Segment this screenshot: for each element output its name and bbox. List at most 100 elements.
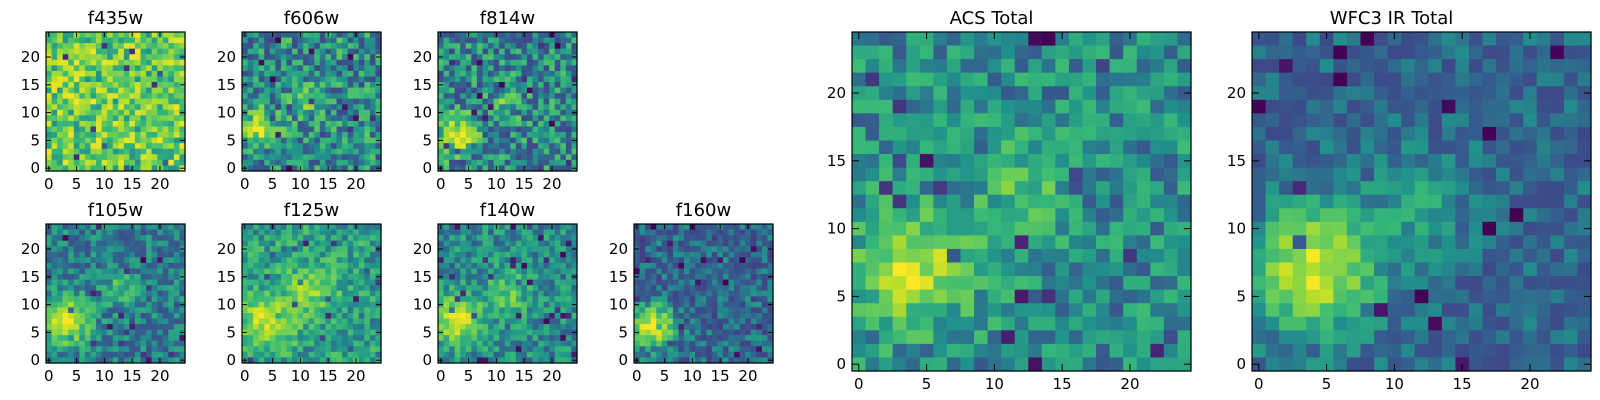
heatmap-cell [493, 109, 500, 116]
heatmap-cell [549, 324, 556, 331]
heatmap-cell [471, 257, 478, 264]
heatmap-cell [353, 229, 360, 236]
heatmap-cell [347, 307, 354, 314]
heatmap-cell [118, 137, 125, 144]
heatmap-cell [471, 115, 478, 122]
heatmap-cell [549, 93, 556, 100]
heatmap-cell [515, 257, 522, 264]
heatmap-cell [342, 307, 349, 314]
heatmap-cell [493, 240, 500, 247]
heatmap-cell [960, 32, 975, 47]
heatmap-cell [107, 240, 114, 247]
heatmap-cell [465, 148, 472, 155]
heatmap-cell [700, 268, 707, 275]
heatmap-cell [700, 335, 707, 342]
heatmap-cell [375, 154, 382, 161]
heatmap-cell [247, 274, 254, 281]
heatmap-cell [308, 159, 315, 167]
heatmap-cell [565, 143, 573, 150]
heatmap-cell [364, 159, 371, 167]
heatmap-cell [342, 274, 349, 281]
heatmap-cell [488, 76, 495, 83]
heatmap-cell [162, 154, 169, 161]
heatmap-cell [565, 335, 573, 342]
heatmap-cell [68, 290, 75, 297]
heatmap-cell [247, 224, 254, 231]
heatmap-cell [549, 98, 556, 105]
heatmap-cell [554, 87, 561, 94]
heatmap-cell [482, 76, 489, 83]
heatmap-cell [521, 240, 528, 247]
heatmap-cell [521, 104, 528, 111]
heatmap-cell [286, 335, 293, 342]
heatmap-cell [336, 346, 343, 353]
heatmap-cell [560, 37, 567, 44]
heatmap-cell [107, 257, 114, 264]
heatmap-cell [554, 279, 561, 286]
heatmap-cell [173, 224, 181, 231]
heatmap-cell [96, 137, 103, 144]
heatmap-cell [79, 257, 86, 264]
heatmap-cell [521, 307, 528, 314]
heatmap-cell [1177, 194, 1192, 209]
heatmap-cell [488, 246, 495, 253]
heatmap-cell [375, 120, 382, 128]
heatmap-cell [51, 115, 58, 122]
heatmap-cell [960, 99, 975, 114]
heatmap-cell [325, 98, 332, 105]
heatmap-cell [84, 251, 92, 258]
heatmap-cell [96, 37, 103, 44]
heatmap-cell [101, 148, 108, 155]
heatmap-cell [571, 224, 578, 231]
heatmap-cell [756, 312, 763, 320]
heatmap-cell [639, 257, 646, 264]
heatmap-cell [443, 115, 450, 122]
heatmap-cell [330, 357, 338, 364]
heatmap-cell [242, 312, 249, 320]
heatmap-cell [90, 76, 97, 83]
heatmap-cell [253, 268, 260, 275]
heatmap-cell [297, 143, 304, 150]
heatmap-cell [179, 65, 186, 72]
heatmap-cell [375, 104, 382, 111]
heatmap-cell [449, 251, 456, 258]
heatmap-cell [51, 32, 58, 39]
heatmap-cell [364, 48, 371, 55]
heatmap-cell [526, 70, 534, 78]
heatmap-cell [745, 268, 752, 275]
heatmap-cell [146, 43, 153, 50]
heatmap-cell [134, 246, 142, 253]
heatmap-cell [57, 120, 64, 128]
heatmap-cell [515, 268, 522, 275]
heatmap-cell [438, 240, 445, 247]
heatmap-cell [364, 224, 371, 231]
heatmap-cell [515, 318, 522, 325]
heatmap-cell [549, 126, 556, 133]
heatmap-cell [319, 246, 326, 253]
heatmap-cell [1096, 221, 1111, 236]
heatmap-cell [745, 274, 752, 281]
heatmap-cell [90, 296, 97, 303]
heatmap-cell [51, 290, 58, 297]
heatmap-cell [264, 279, 271, 286]
heatmap-cell [672, 285, 680, 292]
heatmap-cell [745, 301, 752, 308]
heatmap-cell [443, 307, 450, 314]
heatmap-cell [62, 54, 69, 61]
heatmap-cell [79, 262, 86, 270]
heatmap-cell [253, 335, 260, 342]
heatmap-cell [364, 285, 371, 292]
heatmap-cell [347, 274, 354, 281]
heatmap-cell [695, 329, 702, 336]
heatmap-cell [460, 109, 467, 116]
heatmap-cell [68, 235, 75, 242]
heatmap-cell [330, 296, 338, 303]
heatmap-cell [173, 290, 181, 297]
heatmap-cell [297, 132, 304, 139]
heatmap-cell [319, 76, 326, 83]
heatmap-cell [852, 45, 867, 60]
heatmap-cell [57, 329, 64, 336]
heatmap-cell [123, 279, 130, 286]
heatmap-cell [454, 307, 461, 314]
